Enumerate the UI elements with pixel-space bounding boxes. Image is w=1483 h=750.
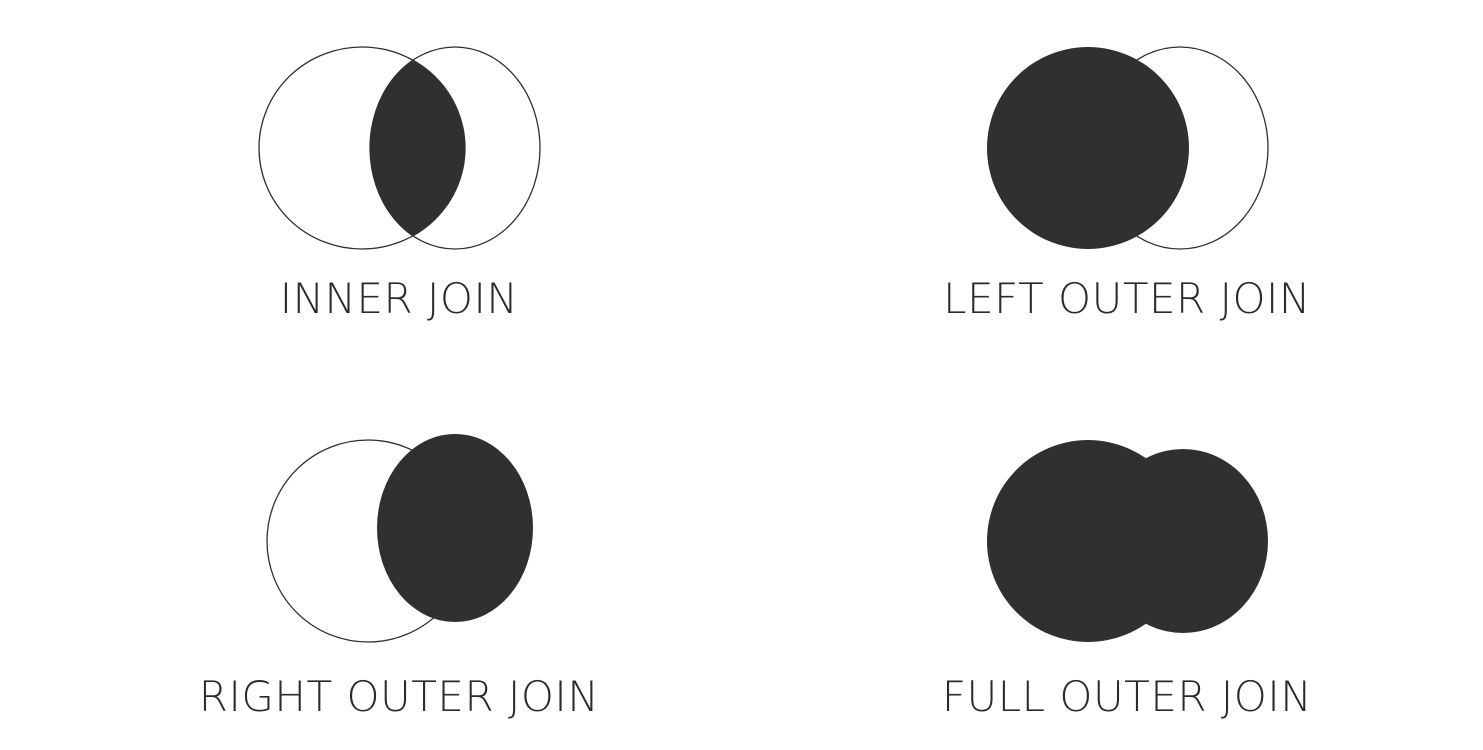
inner-join-label: INNER JOIN — [279, 274, 519, 323]
left-outer-join-left-circle — [987, 47, 1189, 249]
right-outer-join-label: RIGHT OUTER JOIN — [198, 672, 600, 721]
right-outer-join-right-circle — [377, 434, 533, 622]
full-outer-join-label: FULL OUTER JOIN — [941, 672, 1313, 721]
left-outer-join-venn — [987, 46, 1269, 250]
right-outer-join-venn — [266, 434, 533, 643]
inner-join-venn — [258, 46, 541, 250]
full-outer-join-venn — [987, 440, 1268, 642]
left-outer-join-label: LEFT OUTER JOIN — [943, 274, 1311, 323]
full-outer-join-right-circle — [1098, 449, 1268, 633]
inner-join-intersection — [370, 47, 465, 249]
